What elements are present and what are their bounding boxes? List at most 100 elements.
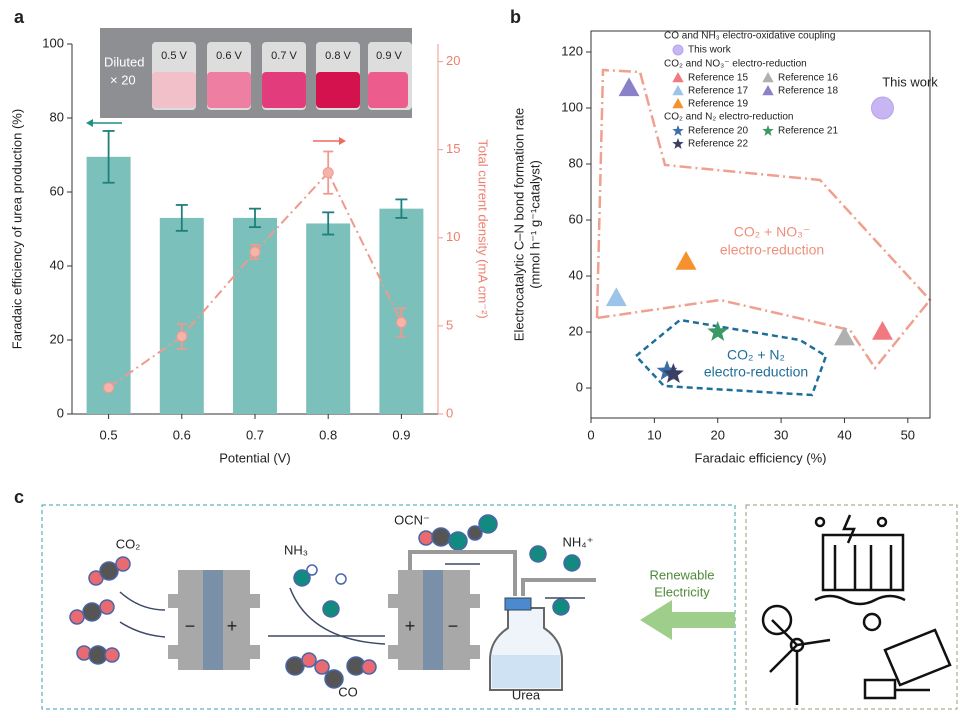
legend-label: Reference 19 (688, 99, 748, 110)
x-axis-label: Potential (V) (219, 450, 291, 465)
legend-label: Reference 20 (688, 126, 748, 137)
axis-arrows (86, 119, 346, 145)
legend-label: Reference 21 (778, 126, 838, 137)
y-tick-label: 120 (561, 43, 583, 58)
annotation: This work (882, 74, 938, 89)
marker (672, 72, 684, 83)
inset-bg (100, 28, 412, 118)
molecules (69, 514, 581, 689)
flow-arrows (119, 550, 596, 645)
marker (834, 326, 855, 346)
renewable-text: Electricity (654, 584, 710, 599)
panel-c: CO₂ NH₃ OCN⁻ NH₄⁺ CO Urea − + + − Renewa… (41, 504, 958, 710)
x-tick-label: 30 (774, 427, 788, 442)
x-tick-label: 0.5 (100, 427, 118, 442)
marker (672, 44, 684, 56)
vial-label: 0.5 V (161, 50, 187, 62)
legend-group-title: CO and NH₃ electro-oxidative coupling (664, 31, 835, 42)
region-label: CO₂ + NO₃⁻ (734, 224, 810, 240)
bar (86, 156, 131, 414)
y-tick-label: 80 (569, 155, 583, 170)
panel-label: c (14, 487, 24, 507)
panel-label: b (510, 7, 521, 27)
legend-label: Reference 22 (688, 139, 748, 150)
y2-tick-label: 20 (446, 53, 460, 68)
y-tick-label: 0 (57, 405, 64, 420)
y-tick-label: 80 (50, 109, 64, 124)
legend-label: Reference 15 (688, 73, 748, 84)
x-tick-label: 0 (587, 427, 594, 442)
marker (762, 125, 774, 136)
y-tick-label: 40 (569, 267, 583, 282)
y-tick-label: 100 (42, 35, 64, 50)
arrow-head (339, 137, 346, 145)
big-arrow (640, 600, 735, 640)
vial-label: 0.6 V (216, 50, 242, 62)
point (249, 246, 261, 258)
point (103, 382, 115, 394)
energy-box (745, 504, 958, 710)
vial-label: 0.7 V (271, 50, 297, 62)
marker (618, 77, 640, 97)
arrow-head (86, 119, 93, 127)
x-axis-label: Faradaic efficiency (%) (695, 450, 827, 465)
panel-b: 0 10 20 30 40 50 0 20 40 60 80 100 120 Faradaic effic… (511, 30, 938, 465)
x-tick-label: 0.9 (392, 427, 410, 442)
legend-group-title: CO₂ and NO₃⁻ electro-reduction (664, 59, 807, 70)
inset-text: × 20 (110, 72, 136, 87)
y-tick-label: 60 (569, 211, 583, 226)
legend-group-title: CO₂ and N₂ electro-reduction (664, 112, 794, 123)
label-co2: CO₂ (116, 536, 141, 551)
y2-tick-label: 5 (446, 317, 453, 332)
x-tick-label: 50 (901, 427, 915, 442)
marker (672, 85, 684, 96)
x-tick-label: 40 (837, 427, 851, 442)
legend-label: Reference 16 (778, 73, 838, 84)
legend-label: This work (688, 45, 732, 56)
electrode-sign: + (405, 616, 416, 636)
renewable-text: Renewable (649, 567, 714, 582)
legend-label: Reference 17 (688, 86, 748, 97)
process-box (41, 504, 736, 710)
region-label: electro-reduction (704, 364, 808, 380)
label-nh4: NH₄⁺ (563, 534, 594, 549)
electrode-sign: − (185, 616, 196, 636)
y-tick-label: 40 (50, 257, 64, 272)
x-tick-label: 0.8 (319, 427, 337, 442)
inset-photo: Diluted × 20 0.5 V 0.6 V 0.7 V 0.8 V 0.9… (100, 28, 412, 118)
x-tick-label: 10 (647, 427, 661, 442)
marker (656, 360, 678, 381)
vial-liquid (262, 72, 306, 108)
inset-text: Diluted (104, 54, 144, 69)
marker (672, 125, 684, 136)
marker (762, 72, 774, 83)
y2-tick-label: 10 (446, 229, 460, 244)
plot-frame (590, 30, 931, 419)
vial-liquid (368, 72, 408, 108)
vials (152, 42, 412, 110)
legend-label: Reference 18 (778, 86, 838, 97)
marker (662, 363, 684, 383)
y-tick-label: 0 (576, 379, 583, 394)
label-ocn: OCN⁻ (394, 512, 430, 527)
vial-label: 0.8 V (325, 50, 351, 62)
vial-liquid (316, 72, 360, 108)
marker (872, 321, 893, 340)
marker (870, 96, 894, 120)
region-outline (595, 68, 932, 371)
point (176, 330, 188, 342)
label-co: CO (338, 684, 358, 699)
region-label: electro-reduction (720, 242, 824, 258)
vial-liquid (207, 72, 251, 108)
marker (605, 287, 627, 307)
x-tick-label: 0.7 (246, 427, 264, 442)
point (395, 316, 407, 328)
marker (672, 138, 684, 149)
x-tick-label: 0.6 (173, 427, 191, 442)
y-tick-label: 20 (50, 331, 64, 346)
flask (489, 597, 563, 691)
label-nh3: NH₃ (284, 542, 308, 557)
marker (672, 98, 684, 109)
panel-label: a (14, 7, 25, 27)
